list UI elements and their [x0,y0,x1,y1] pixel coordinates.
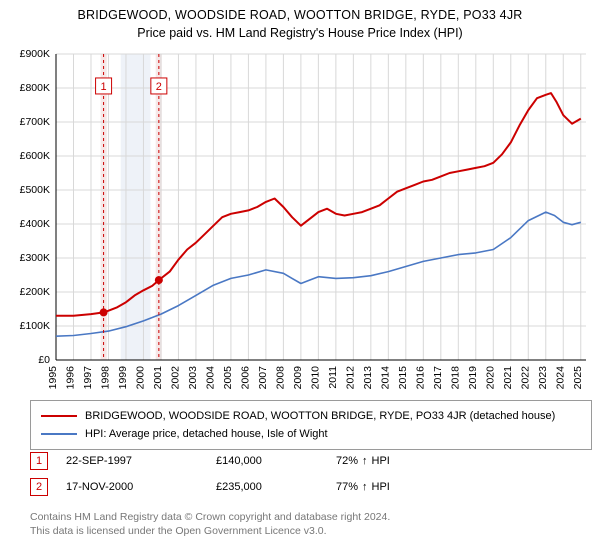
svg-text:£700K: £700K [20,116,50,128]
svg-text:2001: 2001 [152,366,164,390]
legend-swatch [41,433,77,435]
legend: BRIDGEWOOD, WOODSIDE ROAD, WOOTTON BRIDG… [30,400,592,450]
svg-text:2006: 2006 [239,366,251,390]
svg-text:£800K: £800K [20,82,50,94]
price-chart-svg: £0 £100K £200K £300K £400K £500K £600K £700K £80… [8,48,592,392]
svg-text:2003: 2003 [187,366,199,390]
svg-text:2016: 2016 [414,366,426,390]
svg-text:2014: 2014 [379,366,391,390]
chart-area: £0 £100K £200K £300K £400K £500K £600K £700K £80… [8,48,592,392]
legend-item: BRIDGEWOOD, WOODSIDE ROAD, WOOTTON BRIDG… [41,407,581,425]
svg-text:£200K: £200K [20,286,50,298]
footer-attribution: Contains HM Land Registry data © Crown c… [30,510,570,538]
marker-price: £140,000 [216,455,336,467]
svg-text:1: 1 [101,81,107,93]
up-arrow-icon: ↑ [362,481,368,493]
svg-text:2007: 2007 [257,366,269,390]
svg-text:1996: 1996 [64,366,76,390]
svg-text:£900K: £900K [20,48,50,60]
svg-text:2008: 2008 [274,366,286,390]
marker-row: 2 17-NOV-2000 £235,000 77% ↑ HPI [30,474,570,500]
svg-text:1995: 1995 [47,366,59,390]
svg-text:£100K: £100K [20,320,50,332]
svg-text:1999: 1999 [117,366,129,390]
svg-text:1998: 1998 [99,366,111,390]
svg-text:2012: 2012 [344,366,356,390]
footer-line: Contains HM Land Registry data © Crown c… [30,510,570,524]
marker-pct: 72% ↑ HPI [336,455,456,467]
svg-text:£600K: £600K [20,150,50,162]
svg-text:2002: 2002 [169,366,181,390]
marker-pct: 77% ↑ HPI [336,481,456,493]
marker-badge: 2 [30,478,48,496]
svg-text:2020: 2020 [484,366,496,390]
svg-text:£400K: £400K [20,218,50,230]
svg-text:2018: 2018 [449,366,461,390]
marker-row: 1 22-SEP-1997 £140,000 72% ↑ HPI [30,448,570,474]
svg-text:1997: 1997 [82,366,94,390]
svg-text:2022: 2022 [519,366,531,390]
marker-date: 22-SEP-1997 [66,455,216,467]
svg-text:2023: 2023 [537,366,549,390]
marker-price: £235,000 [216,481,336,493]
footer-line: This data is licensed under the Open Gov… [30,524,570,538]
legend-swatch [41,415,77,417]
svg-text:£500K: £500K [20,184,50,196]
legend-label: HPI: Average price, detached house, Isle… [85,428,328,440]
svg-text:2004: 2004 [204,366,216,390]
svg-text:2015: 2015 [397,366,409,390]
marker-date: 17-NOV-2000 [66,481,216,493]
svg-text:2000: 2000 [134,366,146,390]
svg-text:2005: 2005 [222,366,234,390]
svg-text:£0: £0 [38,354,50,366]
svg-text:2017: 2017 [432,366,444,390]
svg-text:2013: 2013 [362,366,374,390]
title-block: BRIDGEWOOD, WOODSIDE ROAD, WOOTTON BRIDG… [0,0,600,44]
legend-label: BRIDGEWOOD, WOODSIDE ROAD, WOOTTON BRIDG… [85,410,555,422]
svg-text:2024: 2024 [554,366,566,390]
up-arrow-icon: ↑ [362,455,368,467]
svg-text:2010: 2010 [309,366,321,390]
chart-title-subtitle: Price paid vs. HM Land Registry's House … [10,26,590,40]
svg-text:2021: 2021 [502,366,514,390]
marker-table: 1 22-SEP-1997 £140,000 72% ↑ HPI 2 17-NO… [30,448,570,500]
svg-text:2: 2 [156,81,162,93]
svg-text:2025: 2025 [572,366,584,390]
svg-text:2009: 2009 [292,366,304,390]
svg-text:2011: 2011 [327,366,339,389]
chart-title-address: BRIDGEWOOD, WOODSIDE ROAD, WOOTTON BRIDG… [10,8,590,22]
marker-badge: 1 [30,452,48,470]
svg-text:2019: 2019 [467,366,479,390]
legend-item: HPI: Average price, detached house, Isle… [41,425,581,443]
svg-text:£300K: £300K [20,252,50,264]
